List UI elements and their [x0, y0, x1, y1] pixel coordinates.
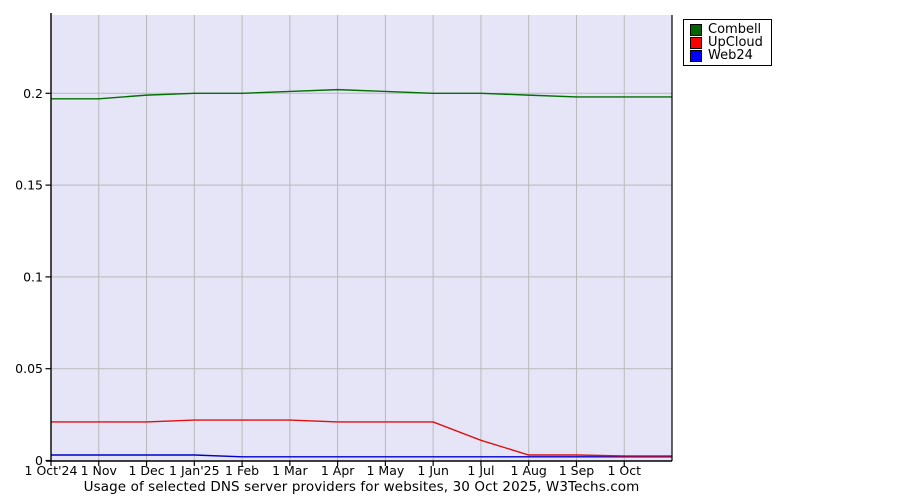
y-tick-label: 0	[35, 453, 43, 468]
series-line-upcloud	[51, 419, 672, 457]
legend-item-web24: Web24	[690, 49, 763, 62]
y-tick-label: 0.2	[23, 86, 43, 101]
x-tick-label: 1 Oct	[607, 463, 641, 478]
series-line-combell	[51, 88, 672, 100]
upcloud-color-swatch-icon	[690, 36, 702, 49]
chart-title: Usage of selected DNS server providers f…	[83, 479, 640, 495]
x-tick-label: 1 Mar	[272, 463, 308, 478]
x-tick-label: 1 Sep	[559, 463, 595, 478]
legend-item-combell: Combell	[690, 23, 763, 36]
legend-label-web24: Web24	[708, 48, 753, 63]
x-tick-label: 1 Jun	[417, 463, 448, 478]
x-tick-label: 1 Jan'25	[169, 463, 220, 478]
web24-color-swatch-icon	[690, 49, 702, 62]
x-tick-label: 1 May	[367, 463, 405, 478]
plot-area	[51, 15, 672, 461]
legend-item-upcloud: UpCloud	[690, 36, 763, 49]
y-tick-label: 0.1	[23, 269, 43, 284]
y-tick-label: 0.15	[15, 178, 43, 193]
legend-label-upcloud: UpCloud	[708, 35, 763, 50]
y-tick-label: 0.05	[15, 361, 43, 376]
legend-label-combell: Combell	[708, 22, 762, 37]
chart-legend: Combell UpCloud Web24	[683, 19, 772, 66]
x-tick-label: 1 Nov	[81, 463, 118, 478]
x-tick-label: 1 Oct'24	[25, 463, 78, 478]
x-tick-label: 1 Feb	[225, 463, 259, 478]
x-tick-label: 1 Jul	[467, 463, 494, 478]
x-tick-label: 1 Dec	[128, 463, 164, 478]
combell-color-swatch-icon	[690, 23, 702, 36]
series-line-web24	[51, 454, 672, 458]
x-tick-label: 1 Aug	[511, 463, 547, 478]
x-tick-label: 1 Apr	[321, 463, 355, 478]
